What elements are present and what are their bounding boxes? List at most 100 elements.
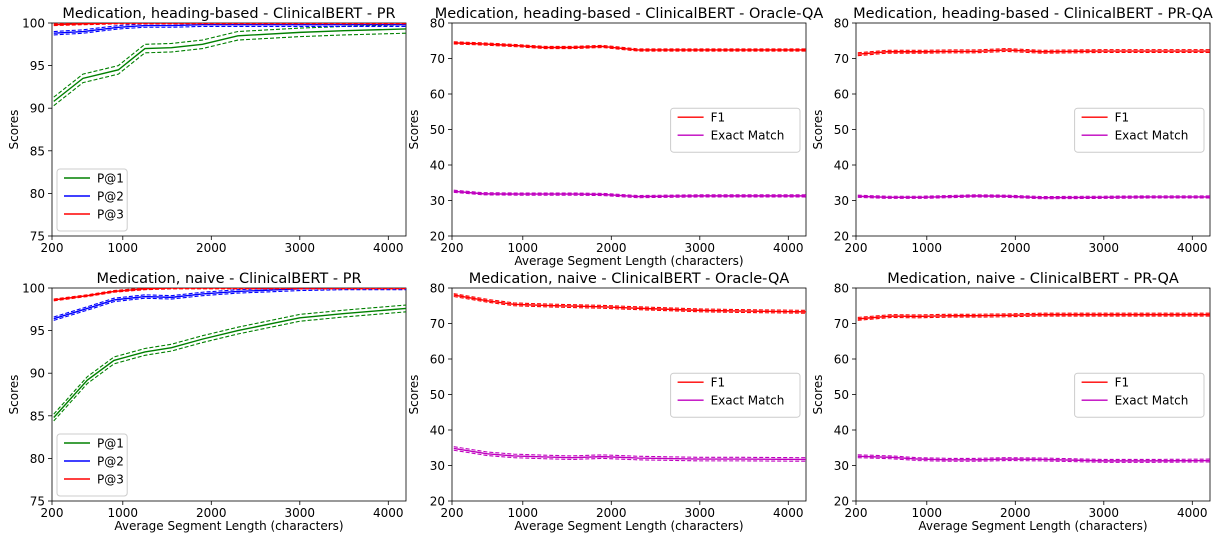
series-lower-bound-line [453,295,806,314]
y-axis-label: Scores [407,375,421,415]
y-tick-label: 50 [430,123,445,137]
series-upper-bound-line [453,41,806,50]
series-p-3 [53,23,406,27]
x-tick-label: 3000 [685,241,716,255]
legend-box [1074,107,1205,153]
series-line [53,24,406,34]
series-lower-bound-line [857,457,1210,463]
x-axis-label: Average Segment Length (characters) [514,254,743,268]
y-tick-label: 70 [834,52,849,66]
y-tick-label: 60 [430,88,445,102]
series-upper-bound-line [857,194,1210,198]
y-tick-label: 50 [834,123,849,137]
x-tick-label: 4000 [1177,506,1208,520]
legend-box [56,168,128,232]
y-tick-label: 90 [30,367,45,381]
x-tick-label: 3000 [285,241,316,255]
series-line [53,307,406,418]
x-tick-label: 200 [845,506,868,520]
series-line [453,42,806,51]
legend-box [670,372,801,418]
legend-label: Exact Match [711,394,785,408]
y-tick-label: 30 [834,194,849,208]
legend-label: Exact Match [1115,129,1189,143]
y-tick-label: 90 [30,102,45,116]
x-tick-label: 1000 [508,241,539,255]
x-tick-label: 4000 [373,506,404,520]
chart-panel-1: Medication, heading-based - ClinicalBERT… [407,6,823,268]
legend: F1 Exact Match [670,107,801,153]
series-upper-bound-line [453,293,806,311]
legend: F1 Exact Match [1074,372,1205,418]
x-tick-label: 2000 [596,506,627,520]
series-line [857,195,1210,199]
y-tick-label: 60 [834,88,849,102]
series-f1 [453,41,806,52]
y-tick-label: 20 [430,495,445,509]
series-line [453,447,806,461]
chart-title: Medication, heading-based - ClinicalBERT… [435,6,824,22]
chart-title: Medication, heading-based - ClinicalBERT… [853,6,1213,22]
y-tick-label: 100 [22,282,45,296]
legend: P@1 P@2 P@3 [56,168,128,232]
series-line [53,28,406,102]
x-tick-label: 1000 [912,241,943,255]
x-tick-label: 1000 [108,506,139,520]
y-tick-label: 80 [430,282,445,296]
legend-label: P@1 [97,172,124,186]
x-tick-label: 2000 [1000,241,1031,255]
x-tick-label: 200 [41,241,64,255]
y-tick-label: 30 [834,459,849,473]
series-line [857,49,1210,55]
y-tick-label: 85 [30,409,45,423]
series-p-1 [53,304,406,422]
series-f1 [857,312,1210,321]
y-tick-label: 50 [430,388,445,402]
chart-title: Medication, naive - ClinicalBERT - Oracl… [469,271,790,287]
legend-label: P@2 [97,190,124,204]
series-lower-bound-line [857,315,1210,321]
chart-title: Medication, naive - ClinicalBERT - PR-QA [887,271,1179,287]
y-tick-label: 40 [834,424,849,438]
x-axis-label: Average Segment Length (characters) [514,519,743,533]
series-lower-bound-line [53,289,406,321]
y-tick-label: 75 [30,495,45,509]
y-tick-label: 30 [430,194,445,208]
series-lower-bound-line [53,25,406,36]
chart-title: Medication, naive - ClinicalBERT - PR [96,271,361,287]
x-tick-label: 1000 [912,506,943,520]
series-upper-bound-line [857,312,1210,319]
series-lower-bound-line [53,288,406,302]
series-lower-bound-line [53,32,406,107]
series-upper-bound-line [53,24,406,98]
series-upper-bound-line [53,288,293,318]
x-tick-label: 200 [41,506,64,520]
y-tick-label: 85 [30,144,45,158]
series-exact-match [453,446,806,462]
chart-panel-0: Medication, heading-based - ClinicalBERT… [7,6,407,255]
legend: F1 Exact Match [670,372,801,418]
legend-label: F1 [711,111,726,125]
series-p-1 [53,24,406,107]
series-exact-match [857,454,1210,463]
legend-label: P@3 [97,473,124,487]
x-tick-label: 200 [845,241,868,255]
x-tick-label: 3000 [285,506,316,520]
x-tick-label: 4000 [773,506,804,520]
series-p-3 [53,288,406,302]
legend-label: P@2 [97,455,124,469]
legend-label: Exact Match [711,129,785,143]
legend-label: F1 [1115,111,1130,125]
series-line [857,313,1210,320]
series-line [453,294,806,313]
series-lower-bound-line [857,196,1210,200]
series-upper-bound-line [857,48,1210,54]
x-tick-label: 2000 [596,241,627,255]
series-f1 [857,48,1210,57]
x-axis-label: Average Segment Length (characters) [114,519,343,533]
y-tick-label: 30 [430,459,445,473]
y-tick-label: 75 [30,230,45,244]
x-tick-label: 200 [441,506,464,520]
y-tick-label: 70 [430,52,445,66]
x-tick-label: 2000 [196,241,227,255]
